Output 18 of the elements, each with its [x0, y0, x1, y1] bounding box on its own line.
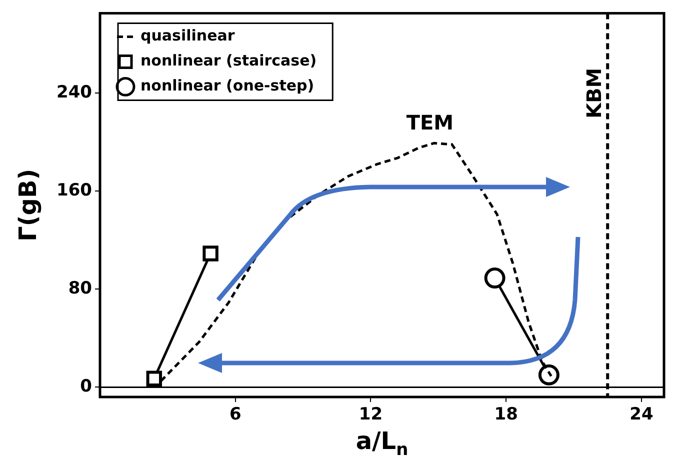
y-tick-label: 240	[56, 82, 92, 102]
y-tick-label: 80	[68, 278, 92, 299]
annotation: TEM	[406, 110, 454, 135]
point	[484, 268, 506, 289]
y-axis-title: Γ(gB)	[14, 168, 42, 242]
y-tick-label: 160	[56, 180, 92, 200]
point	[538, 364, 560, 386]
legend-label: nonlinear (one-step)	[140, 76, 314, 95]
x-tick-label: 6	[229, 404, 242, 425]
ref-line-label: KBM	[582, 68, 606, 119]
legend-label: quasilinear	[140, 26, 236, 45]
x-tick-label: 24	[630, 404, 654, 425]
point	[146, 370, 162, 386]
x-tick-label: 12	[358, 404, 383, 425]
x-tick-label: 18	[494, 404, 518, 425]
y-tick-label: 0	[80, 376, 92, 397]
legend-label: nonlinear (staircase)	[140, 52, 317, 70]
point	[202, 246, 218, 262]
